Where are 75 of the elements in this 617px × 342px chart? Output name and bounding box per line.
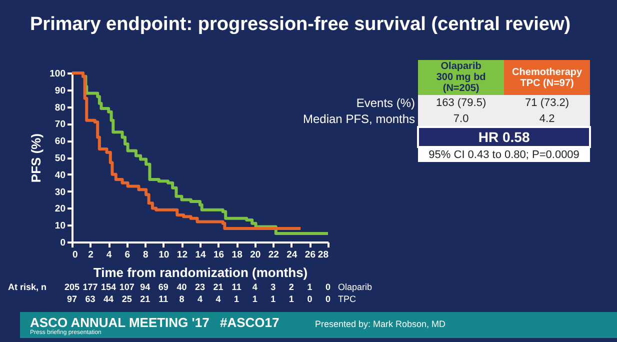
y-tick-label: 50 bbox=[54, 153, 66, 164]
x-tick-label: 4 bbox=[106, 250, 112, 260]
chart-title: Primary endpoint: progression-free survival (central review) bbox=[30, 14, 571, 36]
text: 1 bbox=[307, 282, 312, 292]
x-tick-label: 10 bbox=[158, 250, 170, 260]
text: 107 bbox=[119, 282, 134, 292]
text: 3 bbox=[270, 282, 276, 292]
x-tick-label: 2 bbox=[88, 250, 94, 260]
annotation: Median PFS, months bbox=[302, 111, 416, 127]
x-tick-label: 22 bbox=[268, 250, 279, 260]
x-tick-label: 6 bbox=[124, 250, 130, 260]
y-tick-label: 60 bbox=[54, 136, 66, 148]
y-tick-label: 80 bbox=[54, 102, 66, 114]
text: 205 bbox=[64, 282, 80, 292]
text: 8 bbox=[179, 294, 184, 304]
text: 1 bbox=[234, 294, 240, 304]
y-tick-label: 90 bbox=[54, 85, 66, 96]
y-tick-label: 20 bbox=[54, 204, 66, 215]
text: 11 bbox=[232, 282, 242, 292]
text: 4 bbox=[197, 294, 203, 304]
x-tick-label: 24 bbox=[286, 250, 298, 260]
text: 63 bbox=[85, 294, 96, 304]
x-tick-label: 0 bbox=[72, 250, 78, 260]
y-tick-label: 30 bbox=[54, 186, 66, 198]
text: Events (%) bbox=[355, 95, 416, 111]
text: 1 bbox=[252, 294, 258, 304]
text: At risk, n bbox=[8, 282, 47, 292]
x-tick-label: 14 bbox=[195, 250, 206, 260]
y-tick-label: 100 bbox=[50, 68, 66, 80]
text: 25 bbox=[122, 294, 132, 304]
text: 1 bbox=[288, 294, 294, 304]
x-tick-label: 20 bbox=[250, 250, 261, 260]
text: TPC bbox=[338, 294, 356, 304]
x-tick-label: 16 bbox=[213, 250, 224, 260]
text: 7.0 bbox=[418, 111, 504, 127]
text: Presented by: Mark Robson, MD bbox=[315, 319, 446, 329]
text: HR 0.58 bbox=[418, 127, 590, 147]
text: 2 bbox=[288, 282, 294, 292]
text: 0 bbox=[307, 294, 312, 304]
text: 154 bbox=[101, 282, 116, 292]
x-tick-label: 12 bbox=[176, 250, 188, 260]
text: 21 bbox=[213, 282, 224, 292]
text: 44 bbox=[104, 294, 114, 304]
text: Olaparib 300 mg bd (N=205) bbox=[418, 60, 504, 95]
text: 21 bbox=[140, 294, 150, 304]
text: 11 bbox=[158, 294, 168, 304]
x-tick-label: 26 bbox=[304, 250, 316, 260]
text: 0 bbox=[325, 282, 331, 292]
text: #ASCO17 bbox=[220, 315, 280, 330]
x-axis-title: Time from randomization (months) bbox=[93, 265, 308, 280]
text: 4 bbox=[216, 294, 221, 304]
text: 69 bbox=[158, 282, 168, 292]
y-tick-label: 0 bbox=[60, 238, 66, 248]
text: 163 (79.5) bbox=[418, 95, 504, 111]
text: 4 bbox=[252, 282, 258, 292]
text: 0 bbox=[325, 294, 331, 304]
text: 177 bbox=[82, 282, 98, 292]
text: 4.2 bbox=[504, 111, 590, 127]
y-tick-label: 70 bbox=[54, 119, 66, 130]
y-tick-label: 40 bbox=[54, 170, 66, 181]
y-axis-title: PFS (%) bbox=[28, 133, 44, 183]
x-tick-label: 28 bbox=[318, 250, 328, 260]
text: 1 bbox=[270, 294, 276, 304]
text: 71 (73.2) bbox=[504, 95, 590, 111]
x-tick-label: 8 bbox=[142, 250, 148, 260]
text: 97 bbox=[66, 294, 78, 304]
text: 40 bbox=[176, 282, 187, 292]
y-tick-label: 10 bbox=[54, 220, 66, 232]
text: Olaparib bbox=[338, 282, 372, 292]
x-tick-label: 18 bbox=[232, 250, 242, 260]
text: ASCO ANNUAL MEETING '17 bbox=[30, 315, 210, 330]
text: Chemotherapy TPC (N=97) bbox=[504, 60, 590, 95]
text: 95% CI 0.43 to 0.80; P=0.0009 bbox=[418, 147, 590, 162]
text: 94 bbox=[140, 282, 150, 292]
text: 23 bbox=[194, 282, 206, 292]
